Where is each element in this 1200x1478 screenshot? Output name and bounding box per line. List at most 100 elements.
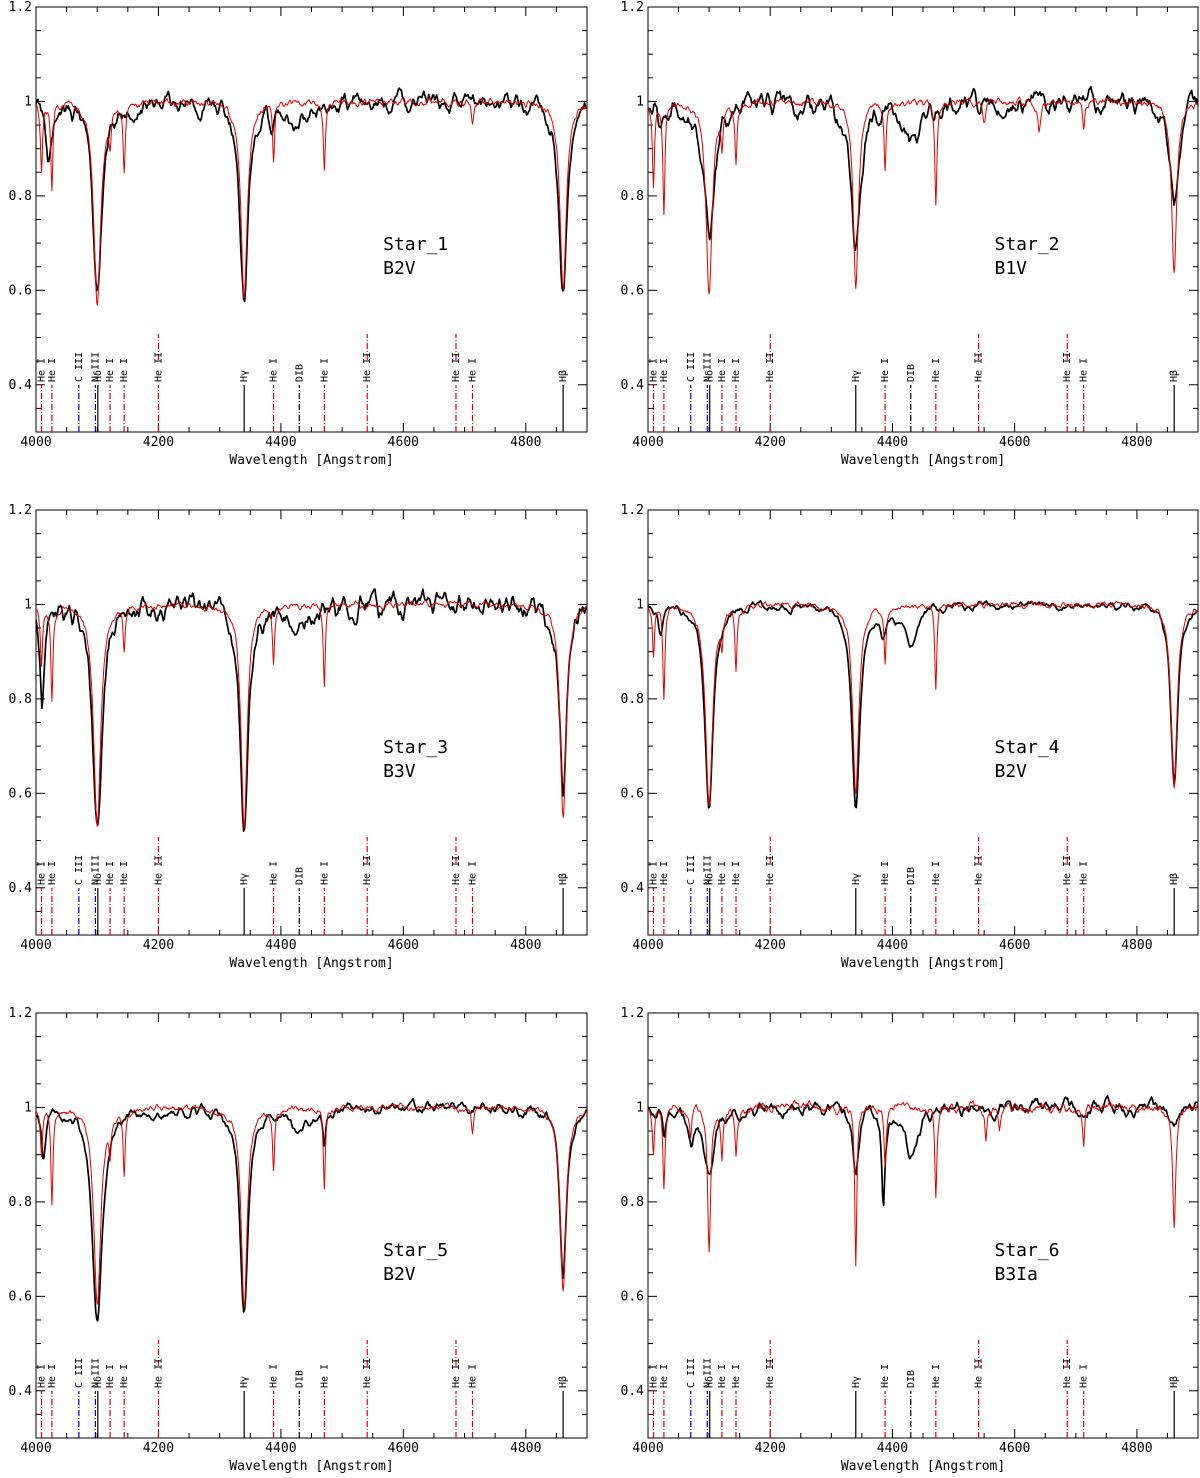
x-tick-label: 4200 <box>143 435 174 450</box>
x-tick-label: 4800 <box>1121 1441 1152 1456</box>
line-id-label: Hδ <box>93 370 104 382</box>
line-id-label: He II <box>765 352 776 382</box>
line-id-label: He I <box>105 1364 116 1388</box>
line-id-label: He I <box>119 861 130 885</box>
line-id-label: He I <box>37 861 48 885</box>
line-id-label: Hγ <box>239 370 250 382</box>
x-tick-label: 4000 <box>20 435 51 450</box>
line-id-label: He I <box>880 358 891 382</box>
line-id-label: He I <box>659 1364 670 1388</box>
line-id-label: He I <box>649 1364 660 1388</box>
panel-star-3: 4000 4200 4400 4600 4800 0.4 0.6 0.8 1 1.2 Wavelen… <box>9 503 588 971</box>
line-id-label: He II <box>451 352 462 382</box>
line-id-label: N III <box>702 855 713 885</box>
line-id-label: He I <box>319 358 330 382</box>
line-id-label: He I <box>931 358 942 382</box>
y-tick-label: 0.8 <box>621 692 644 707</box>
line-id-label: Hγ <box>851 873 862 885</box>
series-model-line <box>36 1102 587 1308</box>
y-tick-label: 1.2 <box>9 503 32 518</box>
y-tick-label: 0.6 <box>621 786 644 801</box>
x-tick-label: 4400 <box>877 435 908 450</box>
x-tick-label: 4200 <box>755 938 786 953</box>
line-id-label: He II <box>362 1358 373 1388</box>
line-id-label: He I <box>731 1364 742 1388</box>
y-tick-label: 1 <box>636 94 644 109</box>
y-tick-label: 0.4 <box>9 1384 33 1399</box>
line-id-label: He I <box>717 358 728 382</box>
line-id-label: He II <box>153 1358 164 1388</box>
series-observed-line <box>36 1097 587 1322</box>
line-id-label: He I <box>731 358 742 382</box>
line-id-label: He I <box>931 861 942 885</box>
spectral-type-label: B3V <box>383 761 416 782</box>
x-tick-label: 4200 <box>143 1441 174 1456</box>
line-id-label: Hδ <box>93 873 104 885</box>
x-tick-label: 4400 <box>877 938 908 953</box>
line-id-label: DIB <box>906 364 917 382</box>
series-observed-line <box>648 599 1198 809</box>
line-id-label: C III <box>74 352 85 382</box>
line-id-label: He I <box>47 358 58 382</box>
x-tick-label: 4400 <box>265 1441 296 1456</box>
line-id-label: He II <box>153 855 164 885</box>
line-id-label: Hβ <box>558 873 569 885</box>
line-id-label: He I <box>649 358 660 382</box>
line-id-label: He I <box>880 861 891 885</box>
y-tick-label: 0.4 <box>621 881 645 896</box>
line-id-label: Hβ <box>1169 370 1180 382</box>
line-id-label: He I <box>468 861 479 885</box>
line-id-label: C III <box>74 855 85 885</box>
y-tick-label: 1.2 <box>621 503 644 518</box>
x-tick-label: 4600 <box>388 435 419 450</box>
line-id-label: He II <box>1062 855 1073 885</box>
line-id-label: DIB <box>906 1370 917 1388</box>
y-tick-label: 0.6 <box>621 1289 644 1304</box>
line-id-label: C III <box>686 352 697 382</box>
x-tick-label: 4000 <box>20 1441 51 1456</box>
star-name-label: Star_5 <box>383 1240 448 1261</box>
x-tick-label: 4200 <box>755 435 786 450</box>
y-tick-label: 0.8 <box>9 189 32 204</box>
series-model-line <box>648 96 1198 295</box>
series-model-line <box>36 97 587 306</box>
line-id-label: N III <box>90 855 101 885</box>
line-id-label: Hγ <box>851 370 862 382</box>
line-id-label: He I <box>269 358 280 382</box>
y-tick-label: 1 <box>636 597 644 612</box>
line-id-label: DIB <box>906 867 917 885</box>
line-id-label: He II <box>451 855 462 885</box>
x-axis-label: Wavelength [Angstrom] <box>841 453 1005 468</box>
x-tick-label: 4800 <box>510 1441 541 1456</box>
x-tick-label: 4600 <box>999 435 1030 450</box>
line-id-label: He I <box>119 1364 130 1388</box>
y-tick-label: 0.8 <box>621 189 644 204</box>
y-tick-label: 1.2 <box>9 0 32 15</box>
panel-star-5: 4000 4200 4400 4600 4800 0.4 0.6 0.8 1 1.2 Wavelen… <box>9 1006 588 1474</box>
line-id-label: He I <box>717 861 728 885</box>
x-tick-label: 4400 <box>265 435 296 450</box>
x-axis-label: Wavelength [Angstrom] <box>841 956 1005 971</box>
x-tick-label: 4400 <box>265 938 296 953</box>
line-id-label: He I <box>269 861 280 885</box>
x-tick-label: 4800 <box>1121 435 1152 450</box>
line-id-label: He I <box>37 358 48 382</box>
line-id-label: He II <box>1062 1358 1073 1388</box>
y-tick-label: 0.6 <box>9 1289 32 1304</box>
y-tick-label: 1 <box>24 94 32 109</box>
line-id-label: He I <box>37 1364 48 1388</box>
x-tick-label: 4600 <box>999 938 1030 953</box>
star-name-label: Star_1 <box>383 234 448 255</box>
line-id-label: DIB <box>294 867 305 885</box>
series-model-line <box>648 1099 1198 1267</box>
panel-star-2: 4000 4200 4400 4600 4800 0.4 0.6 0.8 1 1.2 Wavelen… <box>621 0 1199 468</box>
series-model-line <box>648 600 1198 807</box>
y-tick-label: 1.2 <box>9 1006 32 1021</box>
line-id-label: He II <box>451 1358 462 1388</box>
line-id-label: He II <box>153 352 164 382</box>
line-id-label: He I <box>1079 358 1090 382</box>
star-name-label: Star_2 <box>995 234 1060 255</box>
line-id-label: He I <box>47 861 58 885</box>
line-id-label: DIB <box>294 1370 305 1388</box>
y-tick-label: 0.8 <box>9 692 32 707</box>
